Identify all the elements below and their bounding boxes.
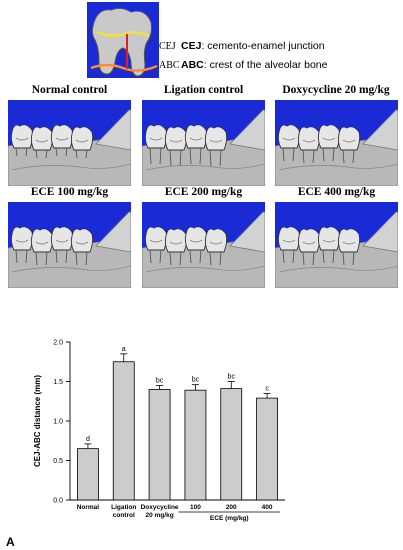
molar-tooth: [144, 226, 168, 264]
x-tick-label: Doxycycline: [141, 504, 179, 511]
molar-tooth: [144, 124, 168, 165]
y-tick-label: 1.0: [53, 419, 63, 426]
x-tick-label: Ligation: [111, 504, 136, 511]
bar: [77, 448, 99, 501]
significance-letter: d: [86, 436, 90, 443]
molar-tooth: [10, 226, 34, 264]
jaw-image-ece-400: [275, 202, 398, 288]
molar-tooth: [164, 126, 188, 167]
cej-abc-legend: CEJ CEJ: cemento-enamel junction ABC ABC…: [87, 0, 403, 80]
jaw-image-ece-200: [142, 202, 265, 288]
molar-tooth: [70, 126, 94, 159]
x-tick-label: 20 mg/kg: [145, 512, 173, 519]
ece-group-label: ECE (mg/kg): [210, 515, 249, 522]
x-tick-label: control: [113, 512, 135, 519]
y-axis-label: CEJ-ABC distance (mm): [33, 375, 42, 467]
y-tick-label: 1.5: [53, 379, 63, 386]
jaw-image-ece-100: [8, 202, 131, 288]
significance-letter: bc: [192, 377, 200, 384]
molar-tooth: [337, 228, 361, 266]
significance-letter: bc: [156, 377, 164, 384]
molar-tooth: [337, 126, 361, 164]
bar: [148, 389, 171, 501]
jaw-image-doxycycline: [275, 100, 398, 186]
molar-tooth: [10, 124, 34, 157]
molar-tooth: [317, 226, 341, 264]
bar: [256, 397, 278, 501]
significance-letter: c: [265, 385, 269, 392]
figure-label: A: [6, 535, 15, 549]
cej-abbr: CEJ: [159, 40, 176, 52]
molar-tooth: [277, 226, 301, 264]
x-tick-label: Normal: [77, 504, 100, 511]
abc-term: ABC: [181, 59, 204, 71]
panel-title-ece-400: ECE 400 mg/kg: [297, 186, 376, 198]
cej-term: CEJ: [181, 40, 202, 52]
molar-tooth: [184, 124, 208, 165]
panel-title-doxycycline: Doxycycline 20 mg/kg: [282, 84, 390, 96]
bar: [220, 388, 243, 501]
panel-title-ece-200: ECE 200 mg/kg: [164, 186, 243, 198]
abc-definition: : crest of the alveolar bone: [203, 59, 328, 71]
legend-cej-row: CEJ CEJ: cemento-enamel junction: [159, 37, 325, 55]
x-tick-label: 200: [226, 504, 237, 511]
cej-definition: : cemento-enamel junction: [201, 40, 325, 52]
molar-tooth: [317, 124, 341, 162]
panel-title-ligation-control: Ligation control: [163, 84, 244, 96]
jaw-image-normal-control: [8, 100, 131, 186]
x-tick-label: 100: [190, 504, 201, 511]
y-tick-label: 0.0: [53, 498, 63, 505]
molar-tooth: [204, 228, 228, 266]
molar-tooth: [204, 126, 228, 167]
molar-tooth: [184, 226, 208, 264]
x-tick-label: 400: [262, 504, 273, 511]
tooth-diagram-icon: [87, 2, 159, 78]
jaw-image-ligation-control: [142, 100, 265, 186]
bar: [184, 389, 207, 501]
significance-letter: a: [122, 346, 126, 353]
bar: [112, 361, 135, 501]
panel-title-normal-control: Normal control: [31, 84, 108, 96]
cej-abc-bar-chart: 0.0 0.5 1.0 1.5 2.0 CEJ-ABC distance (mm) d No…: [33, 340, 285, 522]
y-tick-label: 2.0: [53, 340, 63, 347]
molar-tooth: [277, 124, 301, 162]
molar-tooth: [50, 226, 74, 264]
significance-letter: bc: [228, 374, 236, 381]
abc-abbr: ABC: [159, 59, 180, 71]
panel-title-ece-100: ECE 100 mg/kg: [30, 186, 109, 198]
molar-tooth: [50, 124, 74, 157]
y-tick-label: 0.5: [53, 458, 63, 465]
legend-abc-row: ABC ABC: crest of the alveolar bone: [159, 56, 328, 74]
molar-tooth: [70, 228, 94, 266]
